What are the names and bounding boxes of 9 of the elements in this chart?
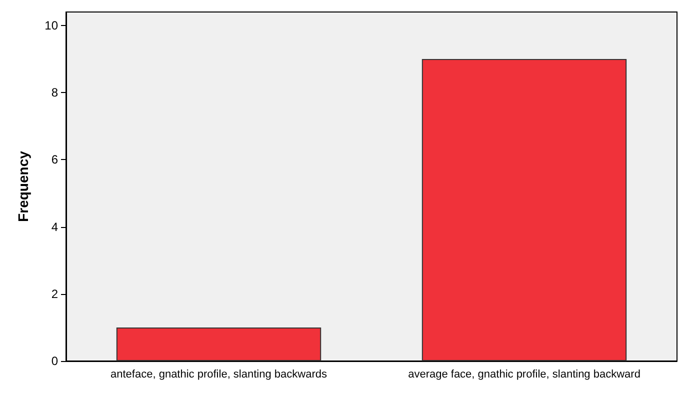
y-tick-label: 4 [51,220,58,234]
y-tick-label: 8 [51,86,58,100]
y-axis-title: Frequency [15,150,31,222]
x-tick-label: average face, gnathic profile, slanting backward [408,368,640,380]
y-tick-label: 2 [51,286,58,301]
y-tick-label: 6 [51,152,58,167]
y-tick-label: 0 [51,354,58,368]
y-tick-label: 10 [44,18,58,32]
x-tick-label: anteface, gnathic profile, slanting backwards [110,368,328,380]
